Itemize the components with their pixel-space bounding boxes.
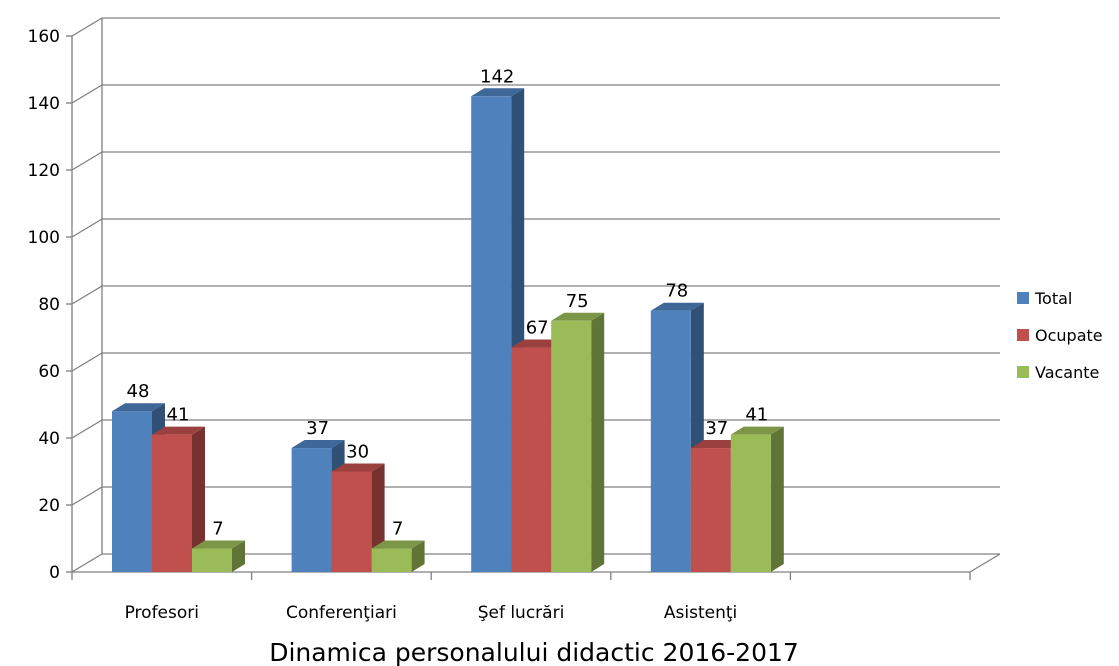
bar bbox=[730, 434, 771, 572]
data-label: 37 bbox=[705, 418, 728, 439]
data-label: 78 bbox=[665, 281, 688, 302]
y-tick-label: 140 bbox=[28, 94, 60, 114]
gridline bbox=[71, 17, 1000, 37]
bar-side bbox=[411, 540, 425, 572]
bar bbox=[650, 310, 691, 572]
data-labels: 48 41 7 37 30 7 142 67 75 78 37 41 bbox=[127, 66, 769, 539]
data-label: 48 bbox=[127, 381, 150, 402]
data-label: 41 bbox=[167, 405, 190, 426]
data-label: 142 bbox=[480, 66, 514, 87]
y-tick-label: 20 bbox=[38, 496, 60, 516]
bar-top bbox=[371, 540, 425, 549]
bar bbox=[152, 434, 192, 572]
bar-top bbox=[650, 302, 704, 311]
bar-side bbox=[192, 426, 205, 572]
bar bbox=[371, 548, 412, 572]
bar-side bbox=[232, 540, 245, 572]
y-tick-label: 160 bbox=[28, 27, 60, 47]
bar bbox=[511, 347, 552, 572]
bar bbox=[192, 548, 232, 572]
category-labels: Profesori Conferenţiari Şef lucrări Asisten… bbox=[125, 603, 738, 623]
data-label: 75 bbox=[566, 291, 589, 312]
bar-top bbox=[192, 540, 245, 549]
y-tick-label: 40 bbox=[38, 429, 60, 449]
category-label: Asistenţi bbox=[664, 603, 737, 623]
legend-swatch bbox=[1017, 366, 1029, 378]
gridline bbox=[71, 218, 1000, 238]
bar bbox=[291, 448, 332, 572]
bar-top bbox=[511, 339, 565, 348]
bar bbox=[112, 411, 152, 572]
bar-top bbox=[291, 440, 345, 449]
bar-top bbox=[730, 426, 784, 435]
legend-label: Ocupate bbox=[1035, 326, 1103, 345]
data-label: 30 bbox=[346, 442, 369, 463]
y-tick-label: 0 bbox=[49, 563, 60, 583]
data-label: 67 bbox=[526, 318, 549, 339]
y-tick-label: 60 bbox=[38, 362, 60, 382]
bar-side bbox=[770, 426, 784, 572]
bar-top bbox=[331, 463, 385, 472]
bar-top bbox=[112, 403, 165, 412]
data-label: 7 bbox=[212, 519, 223, 540]
bar-top bbox=[152, 426, 205, 435]
bar-side bbox=[591, 312, 605, 572]
bar bbox=[551, 320, 592, 572]
category-label: Conferenţiari bbox=[286, 603, 397, 623]
chart-title: Dinamica personalului didactic 2016-2017 bbox=[269, 638, 799, 666]
floor-edge bbox=[969, 553, 1001, 573]
data-label: 37 bbox=[306, 418, 329, 439]
legend-swatch bbox=[1017, 292, 1029, 304]
legend-label: Total bbox=[1034, 289, 1072, 308]
legend: Total Ocupate Vacante bbox=[1017, 289, 1103, 382]
legend-label: Vacante bbox=[1035, 363, 1099, 382]
bar bbox=[471, 96, 512, 573]
data-label: 41 bbox=[745, 405, 768, 426]
gridline bbox=[71, 84, 1000, 104]
y-tick-labels: 0 20 40 60 80 100 120 140 160 bbox=[28, 27, 60, 583]
category-label: Şef lucrări bbox=[478, 603, 565, 623]
bar-top bbox=[551, 312, 605, 321]
category-label: Profesori bbox=[125, 603, 199, 623]
y-tick-label: 80 bbox=[38, 295, 60, 315]
bar-top bbox=[471, 88, 525, 97]
y-tick-label: 100 bbox=[28, 228, 60, 248]
bars bbox=[112, 88, 784, 573]
bar-top bbox=[690, 440, 744, 449]
gridline bbox=[71, 285, 1000, 305]
gridline bbox=[71, 151, 1000, 171]
data-label: 7 bbox=[392, 519, 403, 540]
bar bbox=[331, 471, 372, 572]
bar bbox=[690, 448, 731, 572]
legend-swatch bbox=[1017, 329, 1029, 341]
y-tick-label: 120 bbox=[28, 161, 60, 181]
